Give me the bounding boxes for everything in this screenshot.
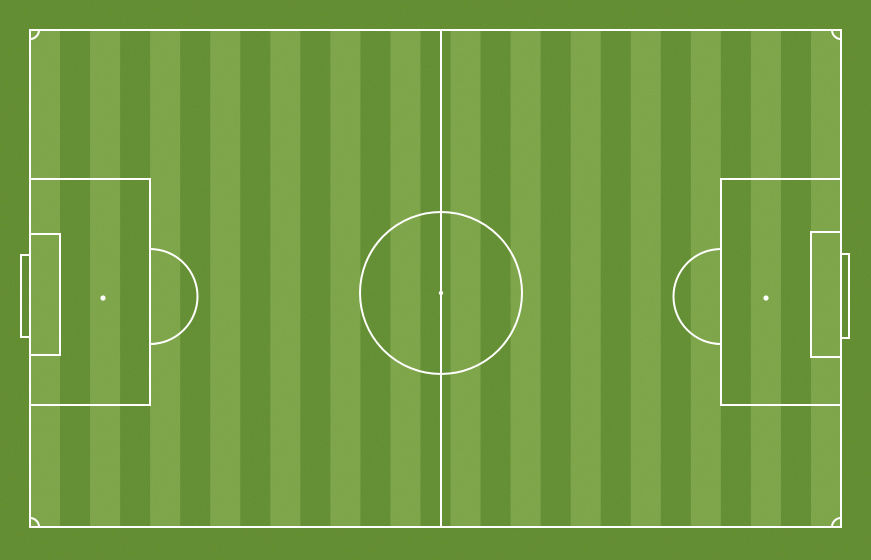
centre-circle <box>359 211 523 375</box>
corner-arc-top-right <box>831 29 842 40</box>
left-penalty-spot <box>100 295 106 301</box>
right-penalty-arc <box>672 248 722 345</box>
pitch-markings <box>20 29 850 528</box>
centre-spot <box>438 290 444 296</box>
right-goal <box>840 253 850 339</box>
corner-arc-top-left <box>29 29 40 40</box>
left-penalty-arc <box>149 248 199 345</box>
left-goal <box>20 254 31 338</box>
right-penalty-spot <box>763 295 769 301</box>
pitch-spots <box>100 290 769 301</box>
corner-arc-bottom-right <box>831 517 842 528</box>
corner-arc-bottom-left <box>29 517 40 528</box>
